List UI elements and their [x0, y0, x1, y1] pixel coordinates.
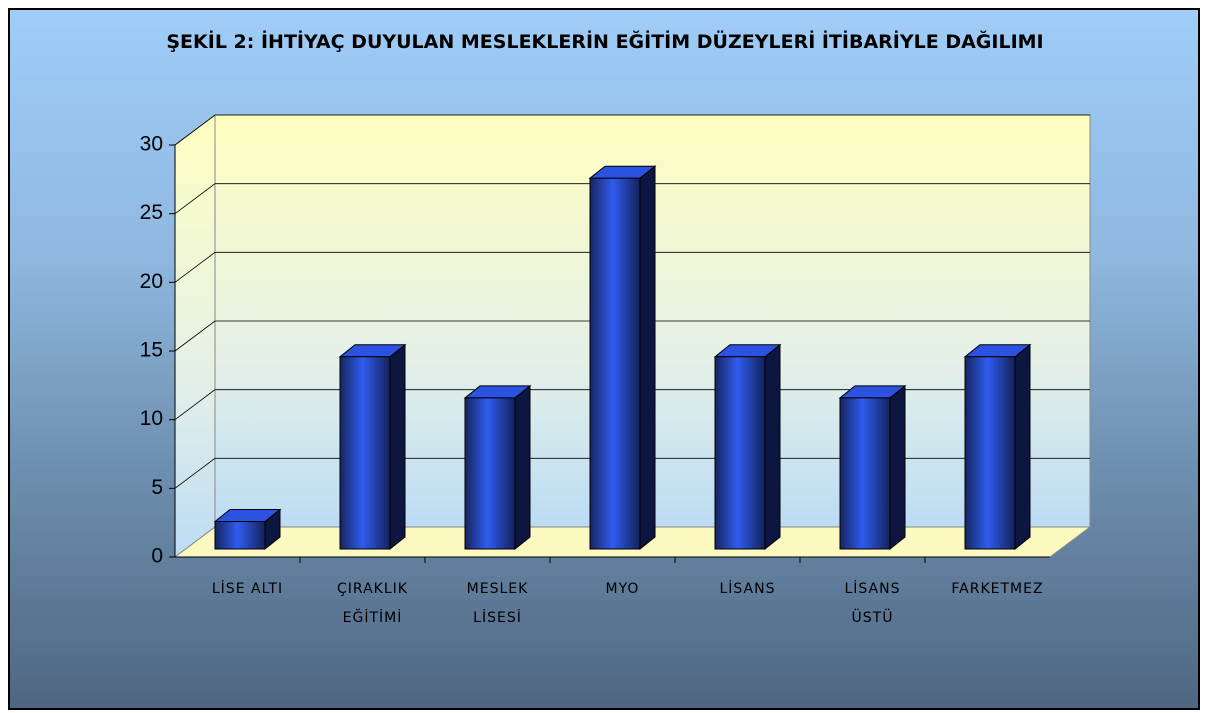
grid-line: [174, 183, 1090, 214]
x-tick-label: MESLEK LİSESİ: [466, 581, 529, 626]
bar-side: [764, 343, 781, 551]
bar-side: [389, 343, 406, 551]
bar: [464, 397, 516, 550]
bar-side: [889, 384, 906, 551]
y-tick-label: 10: [140, 407, 163, 430]
y-tick-label: 0: [151, 545, 163, 568]
chart-title: ŞEKİL 2: İHTİYAÇ DUYULAN MESLEKLERİN EĞİ…: [166, 31, 1044, 53]
y-tick-label: 30: [140, 133, 163, 156]
bar-side: [1014, 343, 1031, 551]
y-tick-label: 20: [140, 270, 163, 293]
y-tick-label: 5: [151, 476, 163, 499]
bar: [714, 356, 766, 550]
x-tick-label: LİSE ALTI: [211, 581, 284, 597]
bar: [214, 521, 266, 550]
bar-side: [514, 384, 531, 551]
bar: [339, 356, 391, 550]
grid-line: [174, 320, 1090, 352]
x-tick-label: LİSANS: [719, 581, 776, 597]
x-tick-label: LİSANS ÜSTÜ: [844, 581, 901, 626]
grid-line: [174, 389, 1090, 420]
grid-line: [174, 114, 1090, 146]
bar: [964, 356, 1016, 550]
bar: [839, 397, 891, 550]
grid-line: [174, 457, 1090, 489]
x-tick-label: MYO: [605, 581, 640, 597]
bar: [589, 177, 641, 550]
grid-line: [174, 251, 1090, 283]
x-tick-label: ÇIRAKLIK EĞİTİMİ: [337, 581, 408, 626]
x-tick-label: FARKETMEZ: [951, 581, 1044, 597]
y-tick-label: 15: [140, 339, 163, 362]
bar-side: [639, 165, 656, 551]
y-tick-label: 25: [140, 201, 163, 224]
